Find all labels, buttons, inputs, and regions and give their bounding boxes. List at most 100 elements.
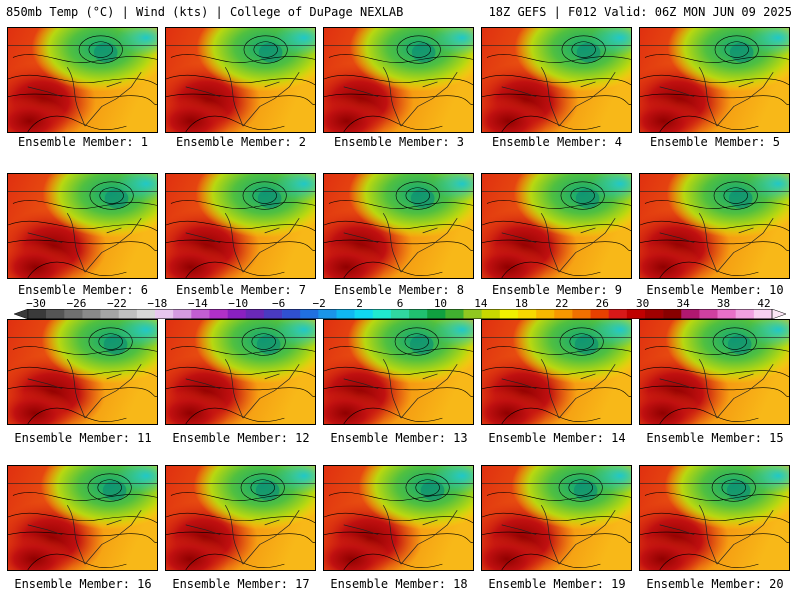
colorbar-bin xyxy=(336,309,355,319)
colorbar-tick-label: −14 xyxy=(187,297,208,310)
colorbar-bin xyxy=(499,309,519,319)
ensemble-member-caption: Ensemble Member: 6 xyxy=(17,283,149,297)
ensemble-member-caption: Ensemble Member: 2 xyxy=(175,135,307,149)
colorbar-bin xyxy=(173,309,192,319)
colorbar-bin xyxy=(245,309,265,319)
ensemble-member-caption: Ensemble Member: 19 xyxy=(488,577,626,591)
colorbar-bin xyxy=(463,309,482,319)
colorbar-bin xyxy=(590,309,609,319)
ensemble-member-caption: Ensemble Member: 17 xyxy=(172,577,310,591)
colorbar-tick-label: −2 xyxy=(312,297,326,310)
colorbar-bin xyxy=(608,309,628,319)
ensemble-member-map xyxy=(639,27,790,133)
ensemble-member-caption: Ensemble Member: 16 xyxy=(14,577,152,591)
colorbar-bin xyxy=(626,309,646,319)
colorbar-bin xyxy=(663,309,682,319)
ensemble-member-caption: Ensemble Member: 8 xyxy=(333,283,465,297)
ensemble-member-caption: Ensemble Member: 7 xyxy=(175,283,307,297)
colorbar-bin xyxy=(536,309,555,319)
ensemble-member-map xyxy=(165,465,316,571)
colorbar-bin xyxy=(354,309,374,319)
colorbar-tick-label: 38 xyxy=(716,297,731,310)
colorbar-bin xyxy=(372,309,392,319)
colorbar-tick-label: −22 xyxy=(106,297,127,310)
colorbar-max-arrow xyxy=(771,309,786,319)
colorbar-bin xyxy=(155,309,174,319)
colorbar-tick-label: −6 xyxy=(272,297,286,310)
colorbar-bin xyxy=(717,309,737,319)
colorbar-bin xyxy=(100,309,120,319)
ensemble-member-caption: Ensemble Member: 18 xyxy=(330,577,468,591)
colorbar-tick-label: 30 xyxy=(636,297,650,310)
ensemble-member-map xyxy=(165,27,316,133)
model-run-info: 18Z GEFS | F012 Valid: 06Z MON JUN 09 20… xyxy=(488,5,792,19)
colorbar-bin xyxy=(191,309,210,319)
colorbar-bin xyxy=(209,309,228,319)
ensemble-member-map xyxy=(481,173,632,279)
colorbar-bin xyxy=(445,309,464,319)
colorbar-tick-label: −26 xyxy=(66,297,87,310)
ensemble-member-map xyxy=(481,319,632,425)
colorbar-tick-label: 6 xyxy=(396,297,404,310)
ensemble-member-map xyxy=(481,465,632,571)
colorbar-bin xyxy=(427,309,446,319)
ensemble-member-caption: Ensemble Member: 5 xyxy=(649,135,781,149)
colorbar-min-arrow xyxy=(14,309,29,319)
colorbar-bin xyxy=(82,309,101,319)
ensemble-member-caption: Ensemble Member: 1 xyxy=(17,135,149,149)
ensemble-member-map xyxy=(323,173,474,279)
colorbar-bin xyxy=(644,309,664,319)
colorbar-bin xyxy=(318,309,337,319)
ensemble-member-map xyxy=(323,319,474,425)
ensemble-member-caption: Ensemble Member: 12 xyxy=(172,431,310,445)
map-title: 850mb Temp (°C) | Wind (kts) | College o… xyxy=(6,5,404,19)
ensemble-member-map xyxy=(639,465,790,571)
ensemble-member-caption: Ensemble Member: 9 xyxy=(491,283,623,297)
colorbar-bin xyxy=(699,309,718,319)
ensemble-member-map xyxy=(481,27,632,133)
ensemble-member-map xyxy=(165,319,316,425)
colorbar-bin xyxy=(64,309,83,319)
colorbar-tick-label: 18 xyxy=(514,297,528,310)
ensemble-member-caption: Ensemble Member: 10 xyxy=(646,283,784,297)
ensemble-member-caption: Ensemble Member: 15 xyxy=(646,431,784,445)
ensemble-member-map xyxy=(7,173,158,279)
ensemble-member-map xyxy=(323,27,474,133)
colorbar-tick-label: 10 xyxy=(433,297,448,310)
colorbar-bin xyxy=(300,309,319,319)
ensemble-member-map xyxy=(165,173,316,279)
colorbar-tick-label: 22 xyxy=(555,297,569,310)
colorbar-bin xyxy=(481,309,501,319)
colorbar-tick-label: −30 xyxy=(26,297,46,310)
colorbar-bin xyxy=(572,309,591,319)
colorbar-bin xyxy=(681,309,700,319)
ensemble-member-map xyxy=(7,465,158,571)
ensemble-member-caption: Ensemble Member: 11 xyxy=(14,431,152,445)
colorbar-tick-label: −18 xyxy=(147,297,168,310)
colorbar-bin xyxy=(390,309,410,319)
ensemble-member-caption: Ensemble Member: 13 xyxy=(330,431,468,445)
colorbar-tick-label: −10 xyxy=(228,297,249,310)
colorbar-tick-label: 26 xyxy=(595,297,609,310)
colorbar-bin xyxy=(282,309,301,319)
colorbar-bin xyxy=(46,309,65,319)
colorbar-tick-label: 14 xyxy=(474,297,488,310)
temperature-colorbar xyxy=(14,309,786,319)
colorbar-bin xyxy=(753,309,773,319)
ensemble-member-map xyxy=(639,319,790,425)
colorbar-tick-label: 2 xyxy=(356,297,363,310)
colorbar-bin xyxy=(136,309,156,319)
colorbar-bin xyxy=(554,309,573,319)
ensemble-member-caption: Ensemble Member: 3 xyxy=(333,135,465,149)
colorbar-bin xyxy=(409,309,428,319)
colorbar-bin xyxy=(227,309,247,319)
ensemble-member-map xyxy=(7,27,158,133)
ensemble-member-map xyxy=(7,319,158,425)
ensemble-member-caption: Ensemble Member: 4 xyxy=(491,135,623,149)
ensemble-member-map xyxy=(323,465,474,571)
colorbar-bin xyxy=(28,309,47,319)
colorbar-tick-label: 42 xyxy=(757,297,771,310)
colorbar-tick-label: 34 xyxy=(676,297,690,310)
ensemble-member-caption: Ensemble Member: 14 xyxy=(488,431,626,445)
colorbar-bin xyxy=(517,309,537,319)
